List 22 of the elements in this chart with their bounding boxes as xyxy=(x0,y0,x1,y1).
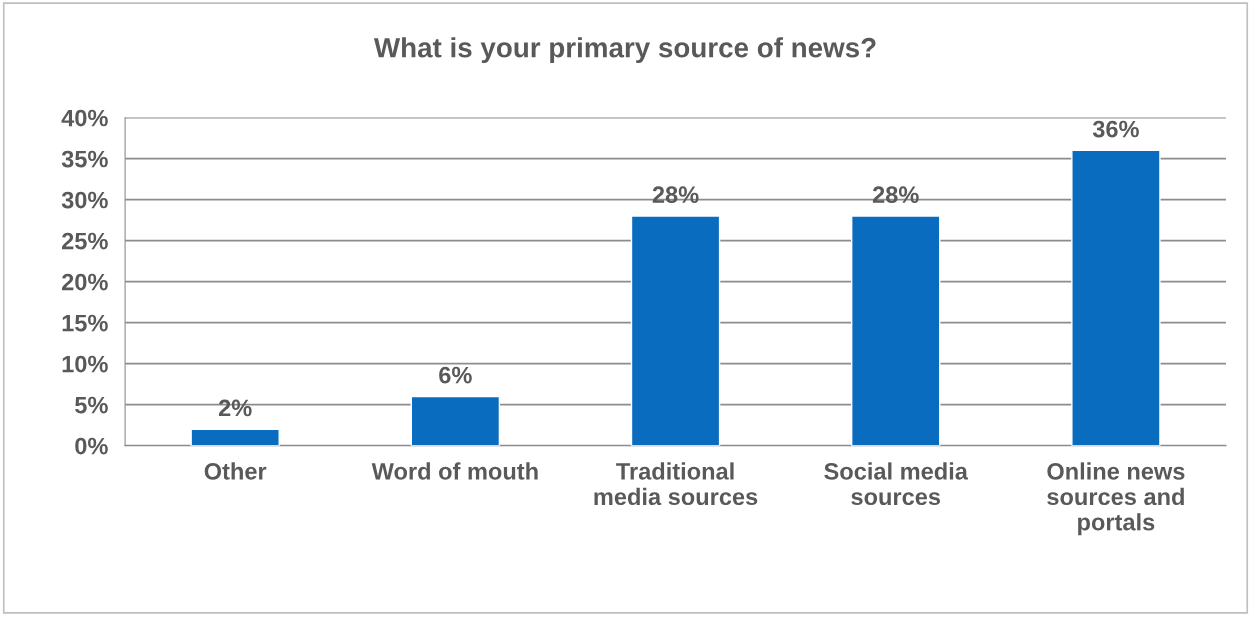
y-tick-label: 10% xyxy=(62,355,108,373)
bar xyxy=(850,215,941,446)
y-tick-label: 0% xyxy=(75,437,108,455)
bar xyxy=(1071,149,1161,446)
y-tick-label: 40% xyxy=(61,109,108,127)
bar xyxy=(630,215,721,446)
y-tick-label: 25% xyxy=(62,232,108,250)
y-tick-label: 5% xyxy=(75,396,108,414)
bar xyxy=(410,395,501,446)
x-tick-label: Word of mouth xyxy=(371,462,538,480)
chart-title: What is your primary source of news? xyxy=(373,37,876,64)
x-tick-label: Online news sources and portals xyxy=(1047,462,1185,536)
bar xyxy=(190,428,280,446)
y-tick-label: 35% xyxy=(61,150,108,168)
x-tick-label: Traditional media sources xyxy=(594,462,758,506)
y-tick-label: 30% xyxy=(61,191,108,209)
x-tick-label: Other xyxy=(204,462,267,480)
x-tick-label: Social media sources xyxy=(824,462,969,506)
data-label: 6% xyxy=(439,366,472,384)
y-tick-label: 15% xyxy=(62,314,108,332)
y-tick-label: 20% xyxy=(62,273,108,291)
data-label: 36% xyxy=(1092,120,1139,138)
